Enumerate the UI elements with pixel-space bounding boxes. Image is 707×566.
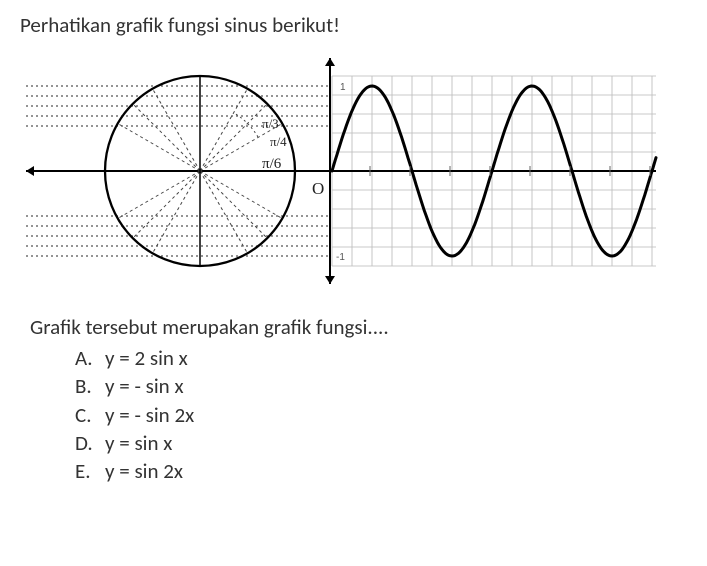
figure-svg: π/3 π/4 π/6 O 1 -1 bbox=[20, 46, 660, 296]
option-text: y = sin 2x bbox=[105, 457, 183, 485]
svg-text:-1: -1 bbox=[336, 252, 345, 263]
option-text: y = - sin x bbox=[105, 372, 184, 400]
question-text: Grafik tersebut merupakan grafik fungsi.… bbox=[20, 314, 687, 340]
option-e: E. y = sin 2x bbox=[75, 457, 687, 485]
option-b: B. y = - sin x bbox=[75, 372, 687, 400]
option-d: D. y = sin x bbox=[75, 429, 687, 457]
svg-text:O: O bbox=[312, 179, 324, 198]
sine-figure: π/3 π/4 π/6 O 1 -1 bbox=[20, 46, 660, 296]
option-letter: C. bbox=[75, 401, 105, 429]
option-letter: E. bbox=[75, 457, 105, 485]
option-text: y = 2 sin x bbox=[105, 344, 188, 372]
svg-text:1: 1 bbox=[340, 82, 346, 93]
option-c: C. y = - sin 2x bbox=[75, 401, 687, 429]
answer-options: A. y = 2 sin x B. y = - sin x C. y = - s… bbox=[20, 344, 687, 486]
prompt-title: Perhatikan grafik fungsi sinus berikut! bbox=[20, 12, 687, 38]
option-text: y = - sin 2x bbox=[105, 401, 194, 429]
option-letter: A. bbox=[75, 344, 105, 372]
svg-text:π/4: π/4 bbox=[270, 134, 287, 149]
option-letter: B. bbox=[75, 372, 105, 400]
svg-text:π/3: π/3 bbox=[262, 116, 279, 131]
option-a: A. y = 2 sin x bbox=[75, 344, 687, 372]
svg-text:π/6: π/6 bbox=[262, 156, 282, 172]
option-letter: D. bbox=[75, 429, 105, 457]
option-text: y = sin x bbox=[105, 429, 172, 457]
